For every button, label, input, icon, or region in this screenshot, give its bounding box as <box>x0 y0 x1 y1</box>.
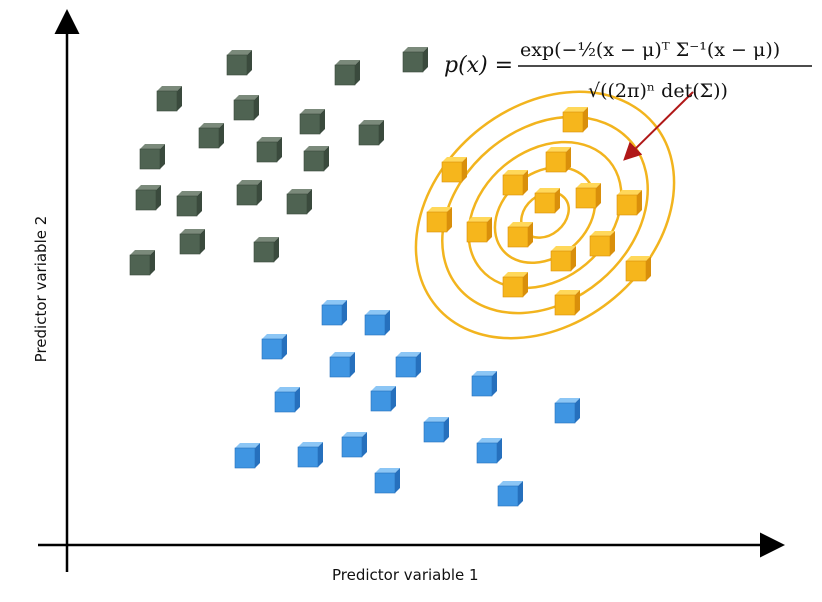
green-cube <box>176 191 202 217</box>
yellow-cube <box>502 272 528 298</box>
green-cube <box>179 229 205 255</box>
contour-5 <box>414 90 676 340</box>
formula-denominator: √((2π)ⁿ det(Σ)) <box>588 80 728 102</box>
blue-cube <box>471 371 497 397</box>
yellow-cube <box>466 217 492 243</box>
green-cube <box>139 144 165 170</box>
yellow-cube <box>441 157 467 183</box>
yellow-cube <box>625 256 651 282</box>
yellow-cube <box>534 188 560 214</box>
yellow-cube <box>545 147 571 173</box>
blue-cube <box>423 417 449 443</box>
yellow-cube <box>502 170 528 196</box>
yellow-cube <box>589 231 615 257</box>
blue-cube <box>329 352 355 378</box>
green-cube <box>156 86 182 112</box>
green-cube <box>198 123 224 149</box>
green-cube <box>253 237 279 263</box>
green-cube <box>402 47 428 73</box>
blue-cube <box>374 468 400 494</box>
green-cube <box>358 120 384 146</box>
green-cube <box>226 50 252 76</box>
blue-cube <box>364 310 390 336</box>
x-axis-label: Predictor variable 1 <box>332 566 479 584</box>
contour-3 <box>467 140 623 290</box>
gaussian-formula: p(x) = exp(−½(x − μ)ᵀ Σ⁻¹(x − μ)) √((2π)… <box>444 39 812 102</box>
green-cube <box>233 95 259 121</box>
cluster-cubes <box>129 47 651 507</box>
green-cube <box>286 189 312 215</box>
green-cube <box>303 146 329 172</box>
axes <box>38 9 785 572</box>
blue-cube <box>476 438 502 464</box>
yellow-cube <box>426 207 452 233</box>
green-cube <box>129 250 155 276</box>
blue-cube <box>341 432 367 458</box>
yellow-cube <box>575 183 601 209</box>
blue-cube <box>297 442 323 468</box>
green-cube <box>299 109 325 135</box>
yellow-cube <box>554 290 580 316</box>
yellow-cube <box>507 222 533 248</box>
yellow-cube <box>616 190 642 216</box>
blue-cube <box>497 481 523 507</box>
yellow-cube <box>562 107 588 133</box>
formula-lhs: p(x) = <box>444 53 513 78</box>
green-cube <box>135 185 161 211</box>
contour-2 <box>493 165 597 265</box>
blue-cube <box>321 300 347 326</box>
green-cube <box>256 137 282 163</box>
formula-numerator: exp(−½(x − μ)ᵀ Σ⁻¹(x − μ)) <box>520 39 780 61</box>
yellow-cube <box>550 246 576 272</box>
blue-cube <box>274 387 300 413</box>
blue-cube <box>554 398 580 424</box>
blue-cube <box>395 352 421 378</box>
blue-cube <box>261 334 287 360</box>
blue-cube <box>370 386 396 412</box>
green-cube <box>236 180 262 206</box>
blue-cube <box>234 443 260 469</box>
green-cube <box>334 60 360 86</box>
formula-pointer-arrow <box>623 91 694 161</box>
y-axis-label: Predictor variable 2 <box>32 215 50 363</box>
